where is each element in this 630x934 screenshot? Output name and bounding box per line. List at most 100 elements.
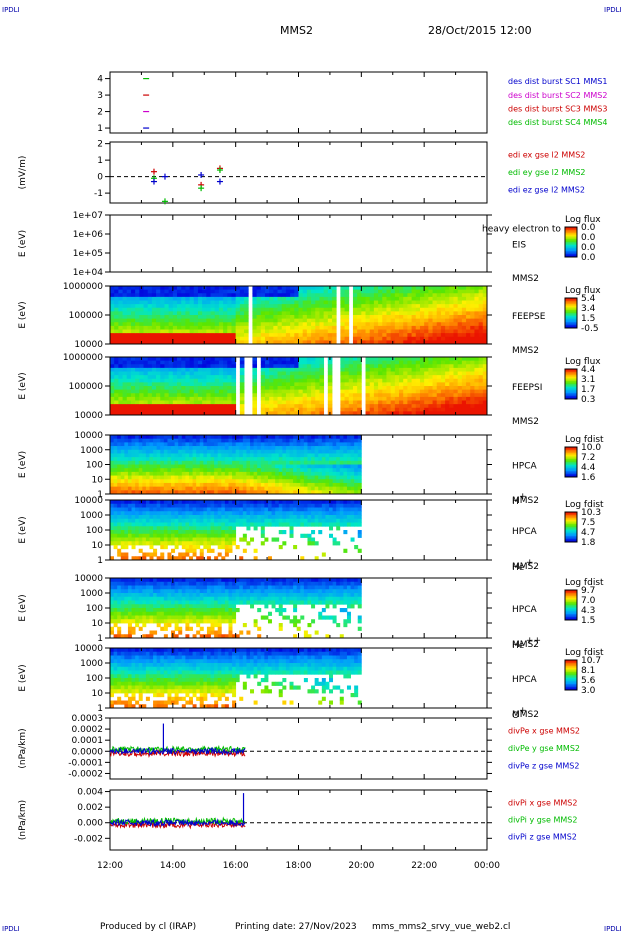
heatmap-cell bbox=[188, 526, 193, 531]
heatmap-cell bbox=[189, 340, 195, 345]
heatmap-cell bbox=[203, 457, 208, 462]
heatmap-cell bbox=[298, 333, 304, 338]
heatmap-cell bbox=[323, 293, 329, 298]
y-tick-label: 1e+07 bbox=[73, 211, 103, 221]
heatmap-cell bbox=[474, 382, 480, 387]
heatmap-cell bbox=[357, 446, 362, 451]
heatmap-cell bbox=[461, 396, 467, 401]
heatmap-cell bbox=[160, 518, 165, 523]
heatmap-cell bbox=[135, 333, 140, 338]
heatmap-cell bbox=[325, 468, 330, 473]
heatmap-cell bbox=[269, 325, 274, 330]
heatmap-cell bbox=[369, 375, 375, 380]
heatmap-cell bbox=[306, 389, 312, 394]
heatmap-cell bbox=[235, 446, 240, 451]
heatmap-cell bbox=[373, 360, 379, 365]
heatmap-cell bbox=[185, 435, 190, 440]
heatmap-cell bbox=[151, 286, 157, 291]
heatmap-cell bbox=[289, 530, 294, 535]
heatmap-cell bbox=[202, 375, 207, 380]
heatmap-cell bbox=[151, 371, 157, 376]
heatmap-cell bbox=[278, 471, 283, 476]
heatmap-cell bbox=[239, 318, 245, 323]
heatmap-cell bbox=[118, 367, 123, 372]
heatmap-cell bbox=[294, 336, 299, 341]
heatmap-cell bbox=[232, 446, 237, 451]
heatmap-cell bbox=[390, 404, 396, 409]
heatmap-cell bbox=[275, 507, 280, 512]
heatmap-cell bbox=[394, 364, 400, 369]
heatmap-cell bbox=[172, 378, 178, 383]
heatmap-cell bbox=[369, 296, 375, 301]
heatmap-cell bbox=[390, 311, 396, 316]
heatmap-cell bbox=[369, 304, 375, 309]
heatmap-cell bbox=[378, 407, 383, 412]
heatmap-cell bbox=[145, 522, 150, 527]
heatmap-cell bbox=[232, 449, 237, 454]
heatmap-cell bbox=[199, 482, 204, 488]
heatmap-cell bbox=[424, 322, 429, 327]
heatmap-cell bbox=[277, 296, 283, 301]
heatmap-cell bbox=[197, 296, 203, 301]
heatmap-cell bbox=[206, 446, 211, 451]
heatmap-cell bbox=[163, 457, 168, 462]
heatmap-cell bbox=[319, 411, 325, 416]
heatmap-cell bbox=[149, 464, 154, 469]
heatmap-cell bbox=[403, 393, 408, 398]
heatmap-cell bbox=[189, 378, 195, 383]
heatmap-cell bbox=[138, 507, 143, 512]
heatmap-cell bbox=[285, 453, 290, 458]
heatmap-cell bbox=[318, 475, 323, 480]
heatmap-cell bbox=[340, 336, 345, 341]
heatmap-cell bbox=[267, 490, 272, 495]
heatmap-cell bbox=[224, 548, 229, 553]
heatmap-cell bbox=[172, 400, 178, 405]
heatmap-cell bbox=[113, 526, 118, 531]
heatmap-cell bbox=[192, 449, 197, 454]
heatmap-cell bbox=[181, 515, 186, 520]
heatmap-cell bbox=[160, 315, 165, 320]
heatmap-cell bbox=[235, 286, 241, 291]
heatmap-cell bbox=[202, 311, 207, 316]
heatmap-cell bbox=[124, 522, 129, 527]
heatmap-cell bbox=[124, 530, 129, 535]
heatmap-cell bbox=[273, 315, 278, 320]
heatmap-cell bbox=[321, 552, 326, 557]
heatmap-cell bbox=[156, 522, 161, 527]
heatmap-cell bbox=[257, 453, 262, 458]
heatmap-cell bbox=[321, 507, 326, 512]
heatmap-cell bbox=[122, 371, 128, 376]
heatmap-cell bbox=[482, 404, 488, 409]
heatmap-cell bbox=[319, 407, 325, 412]
heatmap-cell bbox=[189, 375, 195, 380]
heatmap-cell bbox=[160, 468, 165, 473]
heatmap-cell bbox=[282, 482, 287, 488]
heatmap-cell bbox=[390, 318, 396, 323]
heatmap-cell bbox=[290, 340, 295, 345]
heatmap-cell bbox=[357, 453, 362, 458]
heatmap-cell bbox=[185, 507, 190, 512]
heatmap-cell bbox=[126, 375, 132, 380]
heatmap-cell bbox=[139, 389, 144, 394]
heatmap-cell bbox=[256, 311, 262, 316]
heatmap-cell bbox=[196, 479, 201, 484]
heatmap-cell bbox=[202, 329, 207, 334]
heatmap-cell bbox=[470, 286, 475, 291]
heatmap-cell bbox=[325, 511, 330, 516]
heatmap-cell bbox=[227, 315, 232, 320]
heatmap-cell bbox=[172, 371, 178, 376]
heatmap-cell bbox=[117, 507, 122, 512]
heatmap-cell bbox=[171, 453, 176, 458]
heatmap-cell bbox=[407, 296, 412, 301]
heatmap-cell bbox=[218, 375, 224, 380]
heatmap-cell bbox=[231, 333, 237, 338]
heatmap-cell bbox=[231, 378, 237, 383]
heatmap-cell bbox=[350, 511, 355, 516]
colorbar-frame bbox=[564, 226, 578, 258]
heatmap-cell bbox=[399, 364, 404, 369]
heatmap-cell bbox=[478, 367, 484, 372]
heatmap-cell bbox=[142, 518, 147, 523]
heatmap-cell bbox=[482, 407, 488, 412]
heatmap-cell bbox=[189, 367, 195, 372]
heatmap-cell bbox=[156, 393, 161, 398]
